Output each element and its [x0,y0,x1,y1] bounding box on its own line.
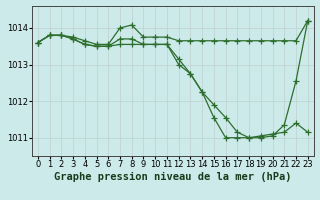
X-axis label: Graphe pression niveau de la mer (hPa): Graphe pression niveau de la mer (hPa) [54,172,292,182]
